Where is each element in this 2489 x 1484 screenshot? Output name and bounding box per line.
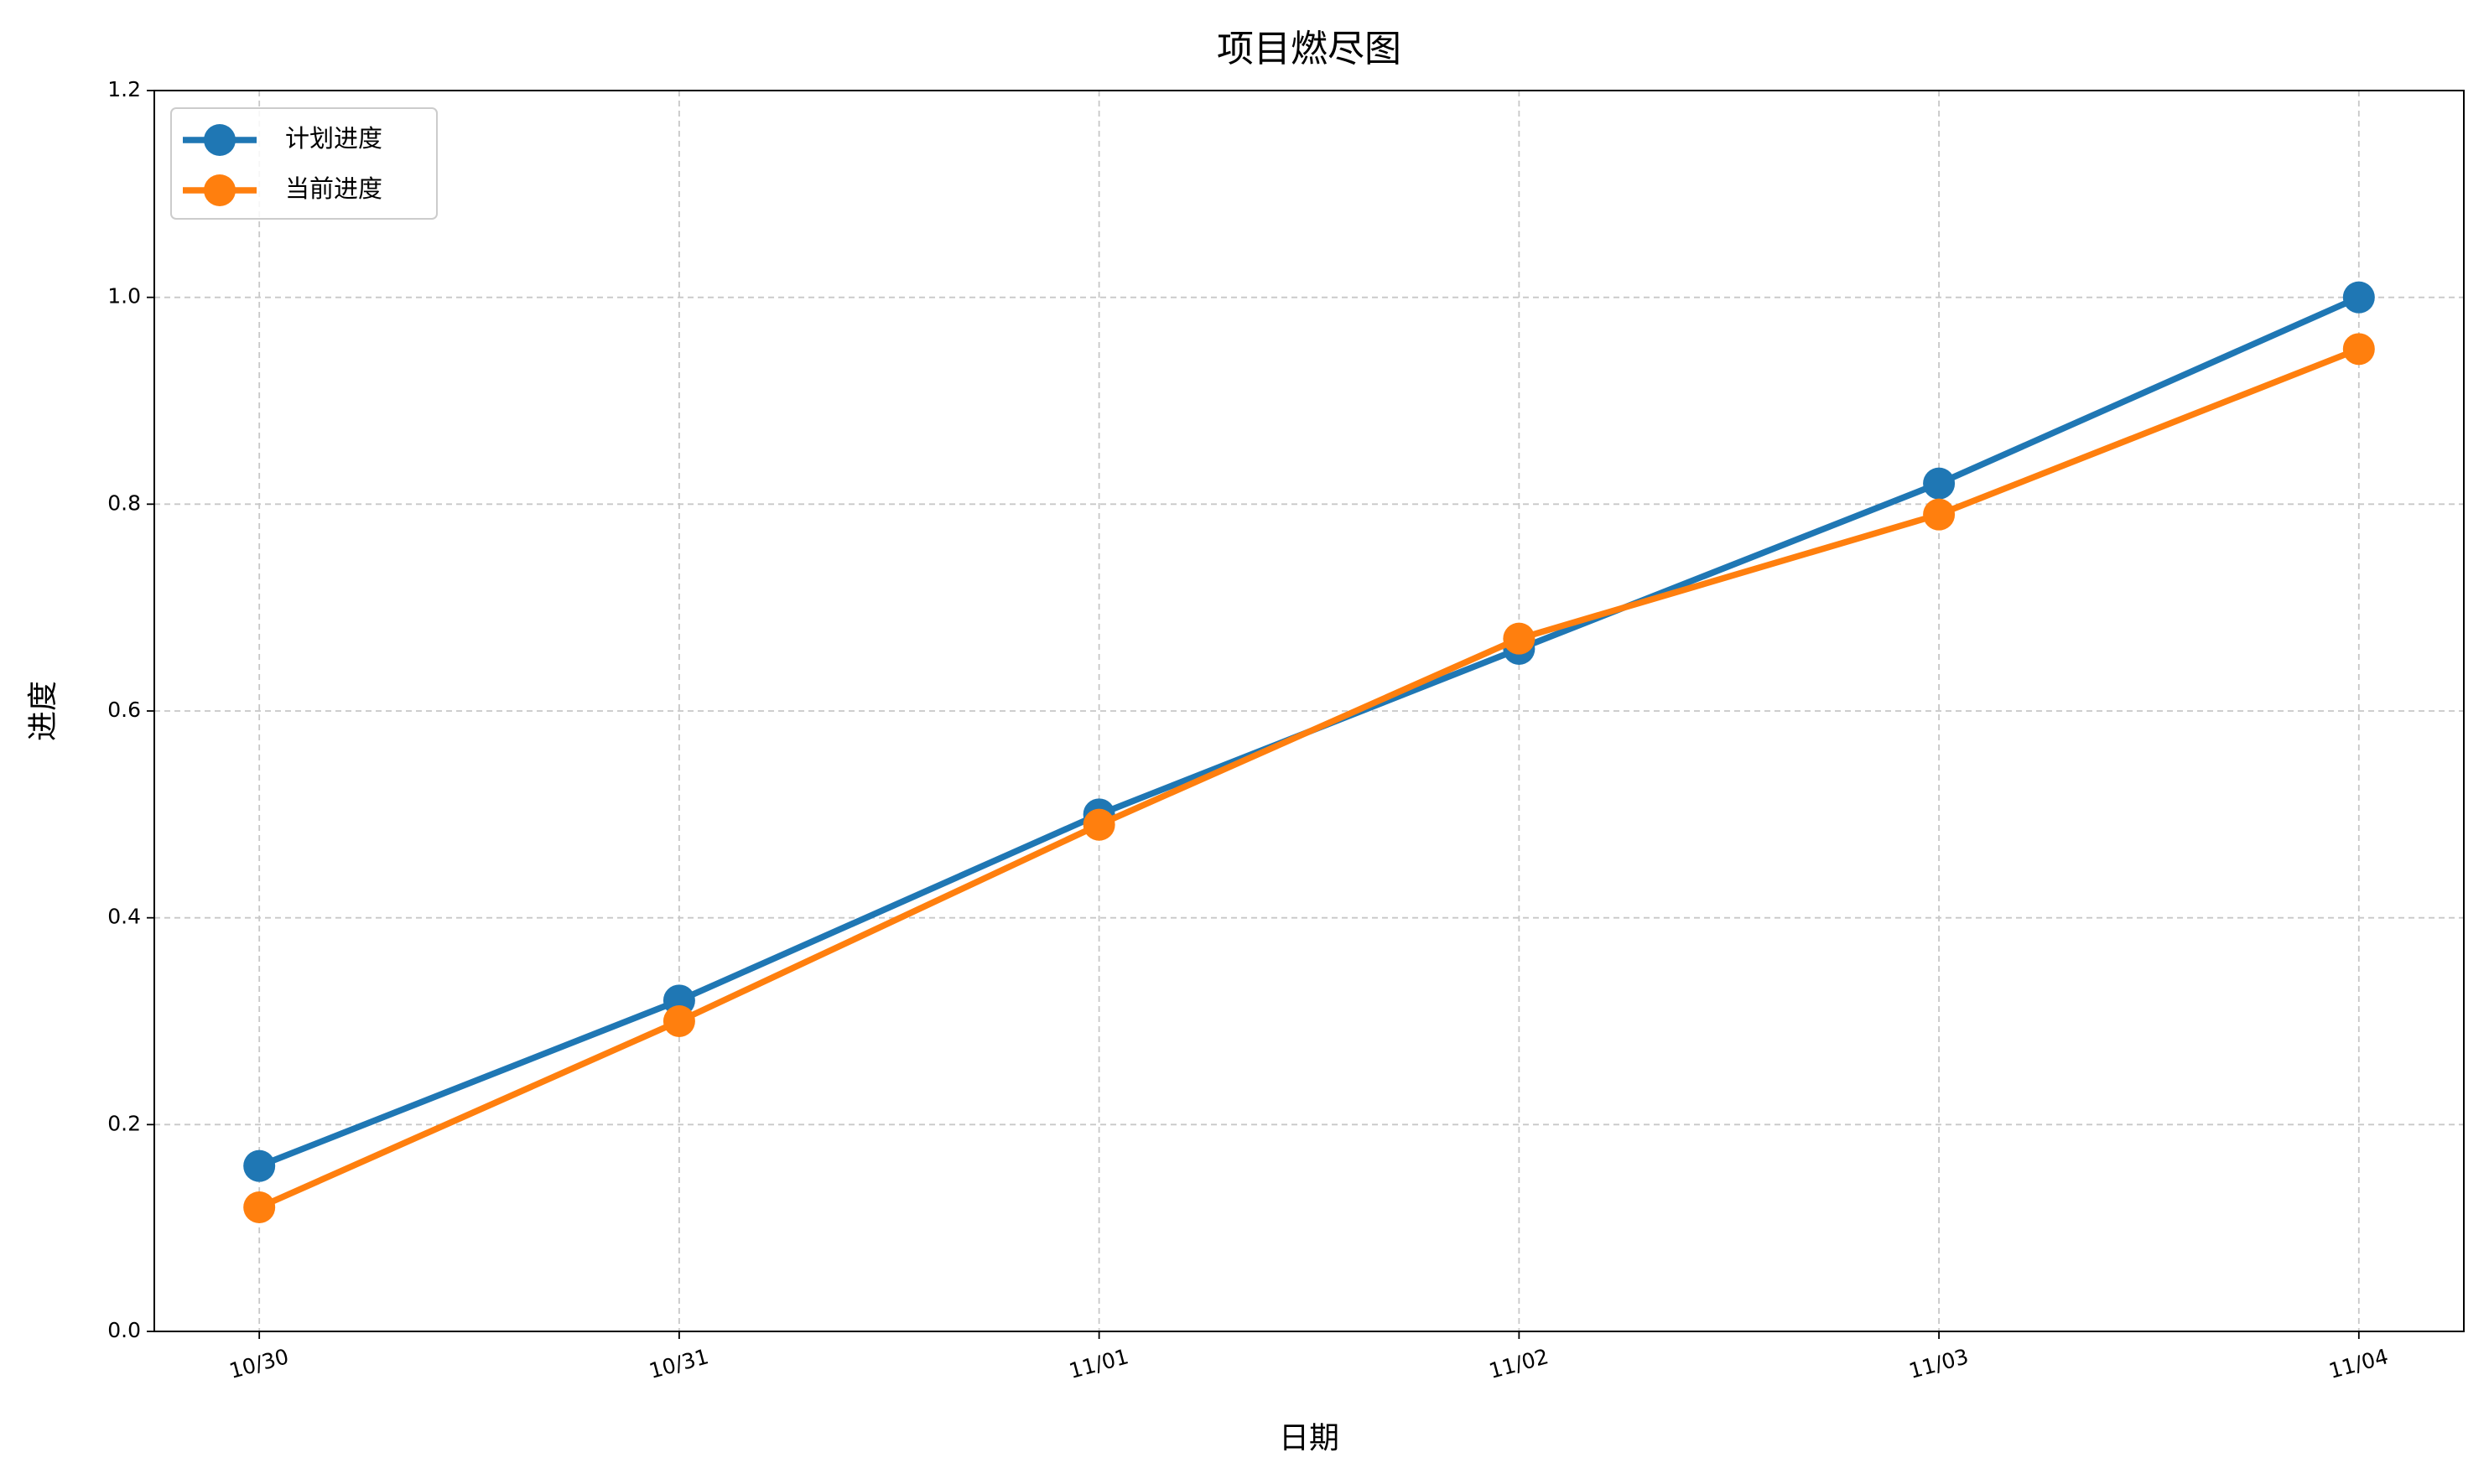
data-point: [2342, 281, 2375, 314]
x-tick-label: 11/02: [1486, 1344, 1551, 1383]
data-point: [1923, 498, 1956, 531]
x-tick-label: 11/04: [2326, 1344, 2391, 1383]
plot-frame: [153, 90, 2465, 1332]
legend-marker: [204, 174, 236, 206]
legend-label: 计划进度: [285, 124, 382, 153]
data-point: [243, 1149, 276, 1182]
x-tick-label: 10/30: [226, 1344, 291, 1383]
series-line: [257, 345, 2361, 1211]
data-point: [1083, 808, 1115, 841]
x-tick-label: 10/31: [647, 1344, 711, 1383]
x-tick-label: 11/01: [1067, 1344, 1131, 1383]
data-point: [663, 1005, 695, 1037]
data-point: [2342, 333, 2375, 366]
x-axis-label: 日期: [1279, 1421, 1339, 1455]
y-tick-label: 1.2: [107, 77, 141, 101]
legend-marker: [204, 124, 236, 156]
y-tick-label: 0.8: [107, 490, 141, 515]
y-tick-label: 0.6: [107, 698, 141, 722]
y-tick-label: 0.0: [107, 1318, 141, 1342]
y-tick-label: 0.2: [107, 1111, 141, 1135]
x-tick-label: 11/03: [1906, 1344, 1971, 1383]
data-point: [1923, 467, 1956, 500]
y-tick-label: 0.4: [107, 905, 141, 929]
y-tick-label: 1.0: [107, 284, 141, 309]
chart-title: 项目燃尽图: [1217, 28, 1401, 70]
data-point: [243, 1191, 276, 1223]
y-axis-label: 进度: [26, 681, 60, 741]
legend-label: 当前进度: [285, 174, 382, 203]
data-point: [1503, 622, 1535, 655]
